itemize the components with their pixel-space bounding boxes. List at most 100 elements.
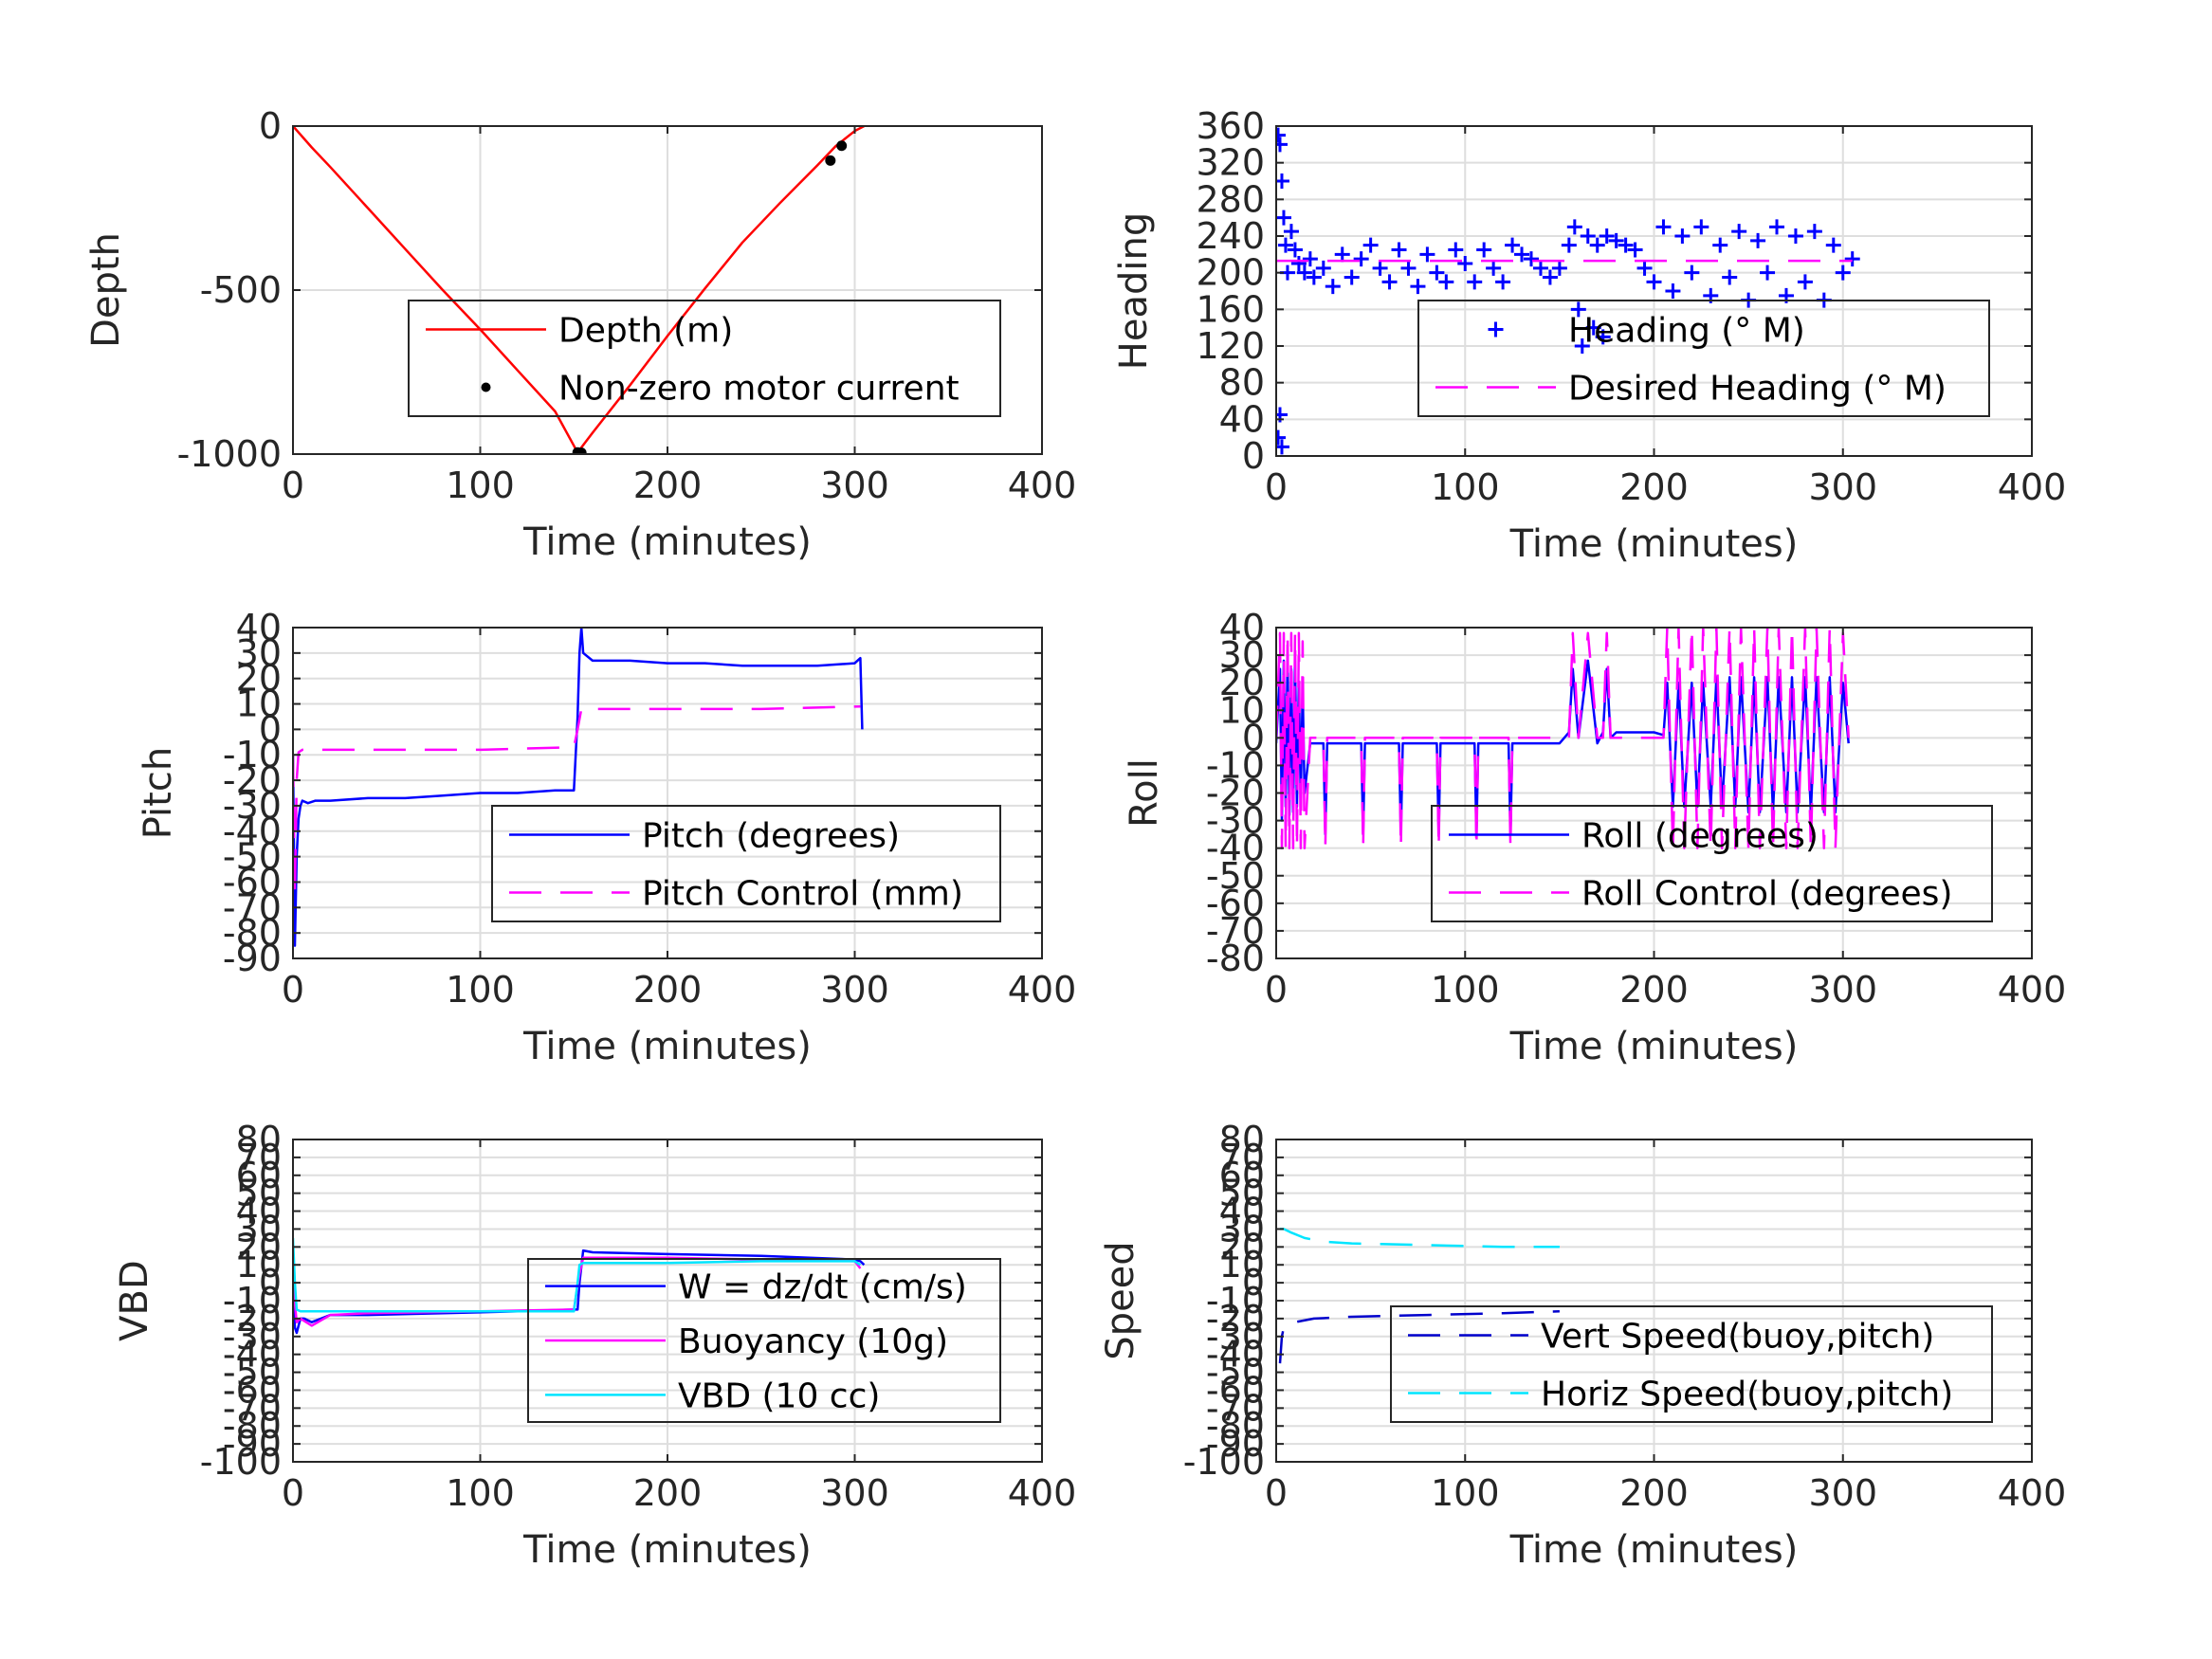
y-axis-label: Depth: [84, 232, 128, 348]
y-tick-label: -30: [223, 1316, 282, 1358]
y-tick-label: 10: [236, 1244, 282, 1285]
y-tick-label: 70: [236, 1137, 282, 1178]
y-tick-label: 0: [1242, 717, 1265, 758]
y-tick-label: -40: [1206, 828, 1265, 869]
legend-label: Desired Heading (° M): [1568, 370, 1947, 409]
y-tick-label: 120: [1196, 325, 1265, 367]
x-tick-label: 200: [633, 1472, 703, 1514]
x-tick-label: 300: [1808, 1472, 1877, 1514]
series-heading-0-marker: [1290, 256, 1307, 271]
legend-box: [491, 805, 1001, 922]
legend-swatch: [481, 382, 491, 392]
series-heading-0-marker: [1542, 269, 1558, 285]
x-tick-label: 200: [633, 969, 703, 1011]
y-tick-label: 30: [236, 1208, 282, 1249]
x-tick-label: 300: [1808, 466, 1877, 508]
y-tick-label: -20: [1206, 1298, 1265, 1340]
series-heading-0-marker: [1514, 246, 1530, 263]
x-tick-label: 0: [1265, 1472, 1288, 1514]
y-tick-label: -70: [223, 886, 282, 928]
series-heading-0-marker: [1410, 279, 1426, 295]
x-tick-label: 0: [1265, 969, 1288, 1011]
series-heading-0-marker: [1532, 260, 1548, 276]
series-depth-1-point: [576, 447, 587, 454]
series-heading-0-marker: [1429, 264, 1445, 281]
series-heading-0-marker: [1276, 429, 1286, 446]
series-vbd-2-line: [293, 1237, 862, 1313]
x-tick-label: 200: [1619, 969, 1689, 1011]
series-group: [1276, 628, 1850, 849]
y-tick-label: 60: [236, 1155, 282, 1196]
legend-label: Roll (degrees): [1581, 817, 1819, 856]
legend: Depth (m) Non-zero motor current: [408, 300, 1001, 417]
legend: Heading (° M) Desired Heading (° M): [1417, 300, 1990, 417]
x-tick-label: 0: [282, 1472, 304, 1514]
y-tick-label: -60: [223, 1369, 282, 1411]
series-heading-0-marker: [1844, 251, 1860, 267]
x-tick-label: 300: [820, 1472, 889, 1514]
series-heading-0-marker: [1655, 219, 1672, 235]
legend-label: Non-zero motor current: [558, 370, 960, 409]
y-tick-label: -80: [223, 1405, 282, 1447]
series-heading-0-marker: [1486, 260, 1502, 276]
series-heading-0-marker: [1476, 242, 1492, 258]
legend-box: [1417, 300, 1990, 417]
x-axis-label: Time (minutes): [1509, 1025, 1799, 1068]
x-tick-label: 0: [282, 969, 304, 1011]
y-tick-label: -50: [1206, 1352, 1265, 1394]
series-heading-0-marker: [1381, 274, 1398, 290]
legend: Roll (degrees) Roll Control (degrees): [1431, 805, 1993, 922]
series-heading-0-marker: [1391, 242, 1407, 258]
legend-box: [408, 300, 1001, 417]
y-tick-label: 70: [1219, 1137, 1265, 1178]
y-tick-label: 50: [236, 1173, 282, 1214]
x-tick-label: 400: [1998, 466, 2067, 508]
x-tick-label: 0: [1265, 466, 1288, 508]
series-heading-0-marker: [1296, 264, 1312, 281]
series-heading-0-marker: [1283, 224, 1299, 240]
series-heading-0-marker: [1419, 246, 1435, 263]
series-heading-0-marker: [1277, 237, 1293, 253]
y-tick-label: -80: [1206, 938, 1265, 979]
x-tick-label: 200: [633, 465, 703, 506]
series-heading-0-marker: [1448, 242, 1464, 258]
series-heading-0-marker: [1276, 210, 1291, 226]
series-heading-0-marker: [1835, 264, 1851, 281]
x-tick-label: 100: [1431, 466, 1500, 508]
y-tick-label: 40: [1219, 607, 1265, 648]
legend-box: [527, 1258, 1001, 1423]
x-tick-label: 400: [1008, 969, 1077, 1011]
y-tick-label: -80: [223, 912, 282, 954]
y-tick-label: 20: [1219, 662, 1265, 703]
y-tick-label: -50: [223, 1352, 282, 1394]
panel-roll: 0 100 200 300 400-80-70-60-50-40-30-20-10010…: [1123, 607, 2066, 1068]
series-heading-0-marker: [1595, 329, 1611, 345]
series-heading-0-marker: [1787, 228, 1803, 244]
x-tick-label: 400: [1008, 465, 1077, 506]
x-tick-label: 200: [1619, 466, 1689, 508]
y-tick-label: 280: [1196, 178, 1265, 220]
series-group: [293, 126, 865, 454]
legend: Vert Speed(buoy,pitch) Horiz Speed(buoy,p…: [1390, 1305, 1993, 1423]
series-heading-0-marker: [1570, 301, 1586, 318]
y-axis-label: Roll: [1123, 758, 1166, 828]
series-heading-0-marker: [1372, 260, 1388, 276]
x-tick-label: 200: [1619, 1472, 1689, 1514]
y-tick-label: 0: [259, 105, 282, 147]
legend-label: Heading (° M): [1568, 312, 1805, 351]
series-heading-0-marker: [1636, 260, 1653, 276]
y-tick-label: -40: [1206, 1334, 1265, 1376]
y-tick-label: -30: [223, 785, 282, 827]
x-tick-label: 300: [820, 969, 889, 1011]
series-roll-1-line: [1276, 628, 1850, 849]
series-depth-1-point: [825, 155, 836, 166]
series-heading-0-marker: [1457, 256, 1473, 271]
series-heading-0-marker: [1400, 260, 1417, 276]
y-tick-label: -70: [223, 1387, 282, 1429]
series-heading-0-marker: [1760, 264, 1776, 281]
y-tick-label: -40: [223, 1334, 282, 1376]
y-tick-label: -60: [1206, 1369, 1265, 1411]
series-heading-0-marker: [1551, 260, 1567, 276]
legend-label: Pitch Control (mm): [642, 875, 963, 914]
legend-label: Roll Control (degrees): [1581, 875, 1952, 914]
